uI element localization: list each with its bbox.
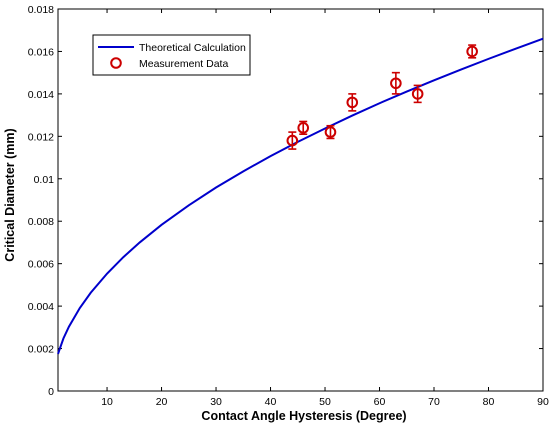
measurement-marker (297, 122, 310, 134)
legend: Theoretical Calculation Measurement Data (92, 34, 251, 76)
y-tick-label: 0.018 (28, 4, 54, 16)
x-tick-label: 90 (537, 396, 549, 408)
measurement-point (466, 44, 478, 59)
x-tick-label: 80 (483, 396, 495, 408)
measurement-point (411, 84, 424, 104)
x-tick-label: 30 (210, 396, 222, 408)
data-marks (57, 37, 544, 355)
y-tick-label: 0.006 (28, 259, 54, 271)
measurement-point (390, 71, 402, 95)
measurement-point (346, 93, 359, 112)
measurement-marker (286, 134, 299, 147)
measurement-marker (346, 96, 359, 109)
y-tick-label: 0.012 (28, 131, 54, 143)
measurement-point (297, 120, 310, 136)
measurement-marker (411, 88, 424, 100)
y-tick-label: 0.002 (28, 344, 54, 356)
legend-entry-theoretical: Theoretical Calculation (139, 42, 246, 54)
y-tick-label: 0.004 (28, 301, 54, 313)
x-axis-label: Contact Angle Hysteresis (Degree) (201, 409, 406, 423)
x-tick-label: 60 (374, 396, 386, 408)
axis-ticks: 10 20 30 40 50 60 70 80 90 0 0.002 0.004 0.006 0.008 0… (28, 4, 549, 408)
measurement-point (286, 131, 299, 150)
legend-box (92, 34, 251, 76)
legend-entry-measurement: Measurement Data (139, 58, 228, 70)
measurement-point (324, 124, 337, 140)
y-tick-label: 0.008 (28, 216, 54, 228)
x-tick-label: 40 (265, 396, 277, 408)
y-tick-label: 0.014 (28, 89, 54, 101)
legend-marker-swatch (110, 57, 122, 69)
measurement-marker (466, 45, 478, 58)
x-tick-label: 70 (428, 396, 440, 408)
y-tick-label: 0 (48, 386, 54, 398)
measurement-marker (324, 126, 337, 138)
y-tick-label: 0.016 (28, 46, 54, 58)
y-tick-label: 0.01 (34, 174, 55, 186)
x-tick-label: 10 (101, 396, 113, 408)
measurement-marker (390, 77, 402, 90)
x-tick-label: 20 (156, 396, 168, 408)
theoretical-curve (57, 37, 544, 355)
x-tick-label: 50 (319, 396, 331, 408)
y-axis-label: Critical Diameter (mm) (3, 128, 17, 261)
